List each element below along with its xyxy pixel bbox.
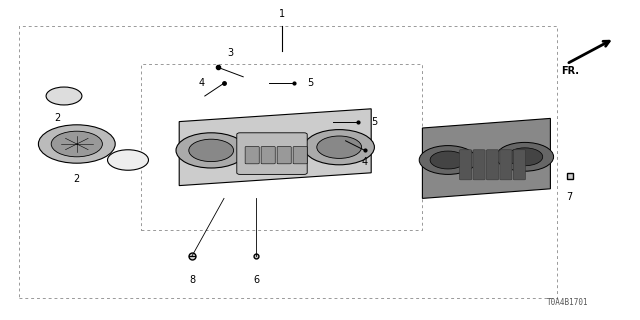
FancyBboxPatch shape	[500, 150, 512, 180]
Circle shape	[51, 131, 102, 157]
Text: 4: 4	[198, 78, 205, 88]
Text: 5: 5	[307, 78, 314, 88]
Text: T0A4B1701: T0A4B1701	[547, 298, 589, 307]
Circle shape	[189, 139, 234, 162]
Text: FR.: FR.	[561, 66, 579, 76]
Text: 3: 3	[227, 48, 234, 58]
FancyBboxPatch shape	[513, 150, 525, 180]
FancyBboxPatch shape	[277, 147, 291, 164]
Circle shape	[419, 146, 477, 174]
FancyBboxPatch shape	[473, 150, 485, 180]
Text: 2: 2	[54, 113, 61, 124]
Circle shape	[176, 133, 246, 168]
Text: 8: 8	[189, 275, 195, 285]
Polygon shape	[179, 109, 371, 186]
Text: 2: 2	[74, 174, 80, 184]
Circle shape	[38, 125, 115, 163]
Text: 7: 7	[566, 192, 573, 202]
Circle shape	[496, 142, 554, 171]
Text: 5: 5	[371, 116, 378, 127]
Circle shape	[507, 148, 543, 166]
FancyBboxPatch shape	[237, 133, 307, 174]
FancyBboxPatch shape	[460, 150, 472, 180]
Circle shape	[317, 136, 362, 158]
Circle shape	[46, 87, 82, 105]
Text: 6: 6	[253, 275, 259, 285]
FancyBboxPatch shape	[261, 147, 275, 164]
Polygon shape	[422, 118, 550, 198]
Text: 4: 4	[362, 157, 368, 167]
FancyBboxPatch shape	[486, 150, 499, 180]
FancyBboxPatch shape	[245, 147, 259, 164]
Circle shape	[304, 130, 374, 165]
Text: 1: 1	[278, 9, 285, 19]
Circle shape	[430, 151, 466, 169]
FancyBboxPatch shape	[293, 147, 307, 164]
Circle shape	[108, 150, 148, 170]
